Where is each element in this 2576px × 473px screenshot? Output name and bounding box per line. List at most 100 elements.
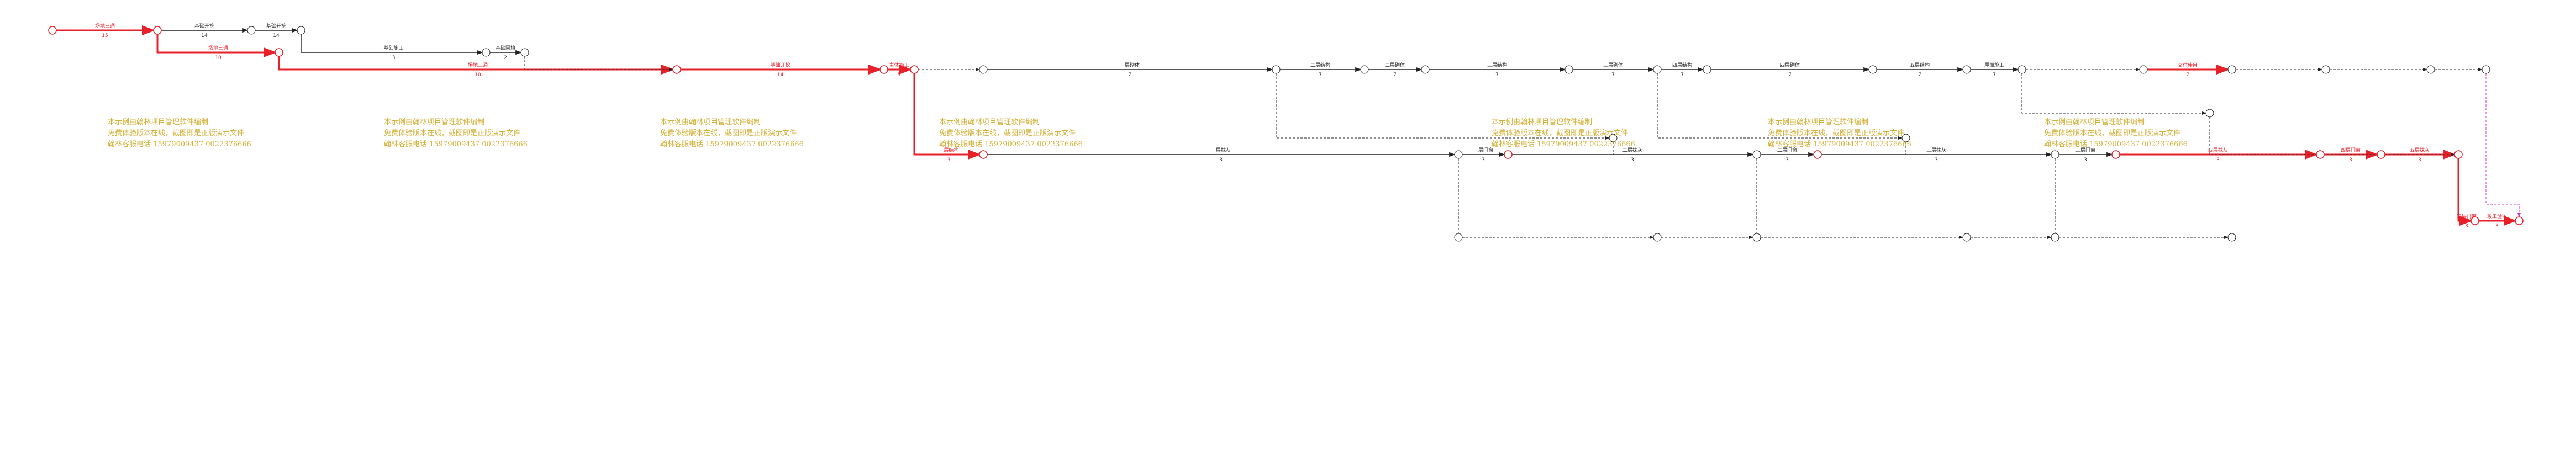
watermark-text: 免费体验版本在线，截图即是正版演示文件 [660, 129, 797, 137]
activity-duration: 3 [2349, 157, 2352, 163]
activity-label: 三层门窗 [2075, 147, 2095, 153]
event-node [153, 26, 162, 35]
activity-duration: 15 [102, 33, 108, 39]
event-node [1421, 65, 1430, 74]
activity-label: 四层抹灰 [2208, 147, 2228, 153]
event-node [2017, 65, 2026, 74]
watermark-text: 本示例由翰林项目管理软件编制 [1768, 118, 1868, 126]
activity-duration: 3 [2465, 224, 2468, 229]
activity-label: 基础施工 [383, 45, 403, 51]
activity-duration: 3 [2216, 157, 2220, 163]
dummy-arrow [1454, 158, 1459, 239]
dummy-arrow [1752, 158, 1757, 239]
event-node [979, 65, 988, 74]
activity-duration: 5 [898, 72, 901, 78]
activity-arrow [913, 73, 981, 160]
activity-duration: 7 [1611, 72, 1615, 78]
event-node [879, 65, 888, 74]
event-node [2227, 65, 2236, 74]
activity-duration: 10 [475, 72, 481, 78]
activity-label: 四层门窗 [2341, 147, 2361, 153]
event-node [910, 65, 919, 74]
watermark-text: 翰林客服电话 15979009437 0022376666 [1768, 140, 1911, 148]
event-node [1813, 150, 1822, 159]
event-node [275, 48, 283, 57]
activity-arrow [156, 34, 277, 57]
activity-duration: 10 [215, 55, 222, 61]
activity-label: 交付使用 [2178, 62, 2198, 68]
watermark-text: 翰林客服电话 15979009437 0022376666 [939, 140, 1083, 148]
activity-duration: 7 [1319, 72, 1322, 78]
activity-label: 基础开挖 [770, 62, 790, 68]
activity-duration: 7 [1128, 72, 1131, 78]
event-node [1653, 233, 1662, 242]
activity-label: 三层砌体 [1603, 62, 1623, 68]
activity-label: 一层门窗 [1473, 147, 1493, 153]
activity-label: 二层结构 [1310, 62, 1330, 68]
event-node [1653, 65, 1662, 74]
activity-label: 二层砌体 [1385, 62, 1405, 68]
event-node [2454, 150, 2463, 159]
watermark-text: 免费体验版本在线，截图即是正版演示文件 [1492, 129, 1628, 137]
watermark-text: 翰林客服电话 15979009437 0022376666 [2044, 140, 2188, 148]
activity-duration: 3 [2084, 157, 2087, 163]
activity-arrow [2457, 158, 2473, 226]
activity-duration: 3 [1482, 157, 1485, 163]
watermark-text: 本示例由翰林项目管理软件编制 [384, 118, 484, 126]
activity-label: 三层抹灰 [1926, 147, 1946, 153]
activity-arrow [278, 56, 675, 75]
activity-duration: 7 [2186, 72, 2189, 78]
event-node [2426, 65, 2435, 74]
activity-duration: 3 [1219, 157, 1223, 163]
event-node [2051, 233, 2059, 242]
activity-duration: 7 [1393, 72, 1397, 78]
event-node [1609, 134, 1618, 142]
activity-labels: 场地三通15场地三通10基础开挖14基础开挖14场地三通10基础开挖14基础施工… [95, 23, 2507, 229]
watermarks: 本示例由翰林项目管理软件编制免费体验版本在线，截图即是正版演示文件翰林客服电话 … [108, 118, 2188, 148]
dummy-arrow [2021, 73, 2206, 115]
activity-duration: 3 [2418, 157, 2421, 163]
watermark-text: 翰林客服电话 15979009437 0022376666 [384, 140, 528, 148]
activity-duration: 3 [1631, 157, 1634, 163]
activity-label: 五层门窗 [2457, 213, 2477, 220]
activity-label: 基础开挖 [266, 23, 286, 29]
activity-label: 三层结构 [1487, 62, 1507, 68]
activity-label: 二层抹灰 [1622, 147, 1642, 153]
activity-duration: 14 [273, 33, 280, 39]
watermark-text: 翰林客服电话 15979009437 0022376666 [660, 140, 804, 148]
activity-label: 场地三通 [208, 45, 228, 51]
activity-label: 主体施工 [889, 62, 909, 68]
activity-duration: 7 [1788, 72, 1792, 78]
activity-label: 一层结构 [939, 147, 958, 153]
watermark-text: 免费体验版本在线，截图即是正版演示文件 [384, 129, 520, 137]
event-node [2321, 65, 2330, 74]
activity-label: 基础开挖 [194, 23, 214, 29]
event-node [1901, 134, 1910, 142]
watermark-text: 免费体验版本在线，截图即是正版演示文件 [1768, 129, 1904, 137]
event-node [1752, 150, 1761, 159]
watermark-text: 翰林客服电话 15979009437 0022376666 [1492, 140, 1635, 148]
activity-label: 一层抹灰 [1211, 147, 1231, 153]
event-nodes [48, 26, 2524, 242]
activity-duration: 7 [1918, 72, 1921, 78]
dummy-arrow [1276, 73, 1610, 140]
activity-label: 场地三通 [95, 23, 115, 29]
activity-label: 一层砌体 [1120, 62, 1140, 68]
watermark-text: 免费体验版本在线，截图即是正版演示文件 [108, 129, 244, 137]
activity-label: 五层结构 [1910, 62, 1930, 68]
watermark-text: 本示例由翰林项目管理软件编制 [2044, 118, 2145, 126]
watermark-text: 本示例由翰林项目管理软件编制 [939, 118, 1040, 126]
event-node [1454, 233, 1463, 242]
event-node [482, 48, 491, 57]
event-node [2515, 216, 2524, 225]
activity-arrows [56, 25, 2517, 226]
event-node [979, 150, 988, 159]
activity-duration: 3 [947, 157, 951, 163]
activity-duration: 7 [1681, 72, 1684, 78]
event-node [2316, 150, 2325, 159]
event-node [520, 48, 529, 57]
dummy-arrow [1454, 142, 1614, 156]
event-node [672, 65, 681, 74]
dummy-arrow [2209, 117, 2455, 156]
